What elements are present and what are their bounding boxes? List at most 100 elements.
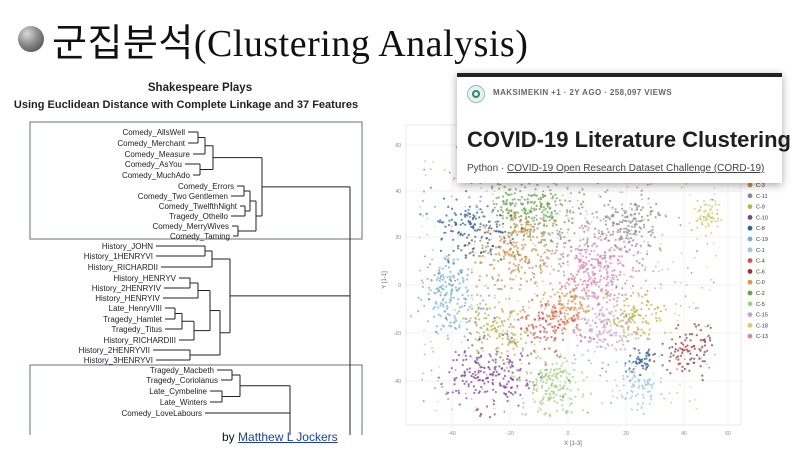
scatter-point — [573, 298, 576, 301]
scatter-point — [551, 325, 554, 329]
scatter-point — [609, 199, 612, 202]
card-competition-link[interactable]: COVID-19 Open Research Dataset Challenge… — [507, 163, 765, 174]
scatter-point — [605, 370, 607, 373]
scatter-point — [631, 284, 634, 288]
scatter-point — [589, 263, 592, 266]
scatter-point — [707, 334, 710, 337]
scatter-point — [507, 338, 509, 341]
scatter-point — [632, 360, 635, 363]
scatter-point — [477, 356, 481, 359]
scatter-point — [696, 200, 699, 202]
scatter-point — [492, 399, 496, 402]
scatter-point — [486, 327, 488, 329]
scatter-point — [557, 233, 560, 236]
scatter-point — [698, 217, 701, 220]
scatter-point — [467, 346, 470, 349]
credit-author-link[interactable]: Matthew L Jockers — [238, 430, 338, 444]
scatter-point — [653, 308, 656, 311]
scatter-point — [624, 282, 627, 285]
scatter-point — [585, 256, 588, 259]
scatter-point — [468, 205, 471, 208]
scatter-point — [640, 235, 643, 238]
scatter-point — [619, 238, 622, 241]
scatter-point — [487, 231, 490, 234]
scatter-point — [573, 278, 576, 281]
scatter-point — [559, 227, 562, 231]
scatter-point — [527, 228, 529, 231]
scatter-point — [474, 310, 478, 314]
scatter-point — [427, 292, 430, 295]
scatter-point — [432, 315, 436, 318]
scatter-point — [603, 256, 607, 259]
scatter-point — [553, 326, 556, 329]
scatter-point — [523, 207, 526, 210]
scatter-point — [657, 261, 659, 264]
scatter-point — [485, 317, 488, 320]
scatter-point — [490, 187, 494, 190]
scatter-point — [696, 250, 698, 253]
scatter-point — [435, 325, 438, 328]
scatter-point — [633, 375, 637, 378]
scatter-point — [578, 258, 581, 262]
scatter-point — [630, 333, 634, 336]
scatter-point — [688, 306, 691, 308]
scatter-point — [452, 179, 455, 182]
scatter-point — [579, 212, 582, 215]
scatter-point — [563, 312, 566, 315]
scatter-point — [633, 371, 636, 374]
scatter-point — [516, 313, 519, 316]
scatter-point — [451, 408, 453, 411]
scatter-point — [539, 337, 542, 340]
scatter-point — [498, 317, 501, 320]
scatter-point — [573, 232, 576, 235]
scatter-point — [445, 285, 448, 288]
scatter-point — [550, 265, 553, 268]
scatter-point — [573, 354, 576, 357]
scatter-point — [621, 312, 624, 315]
scatter-point — [596, 216, 599, 219]
scatter-point — [632, 254, 635, 257]
scatter-point — [528, 266, 531, 269]
scatter-point — [689, 386, 692, 388]
scatter-point — [637, 250, 640, 253]
scatter-point — [713, 187, 716, 189]
scatter-point — [444, 258, 447, 261]
scatter-xtick-label: -20 — [506, 431, 513, 437]
scatter-point — [485, 405, 489, 408]
scatter-point — [480, 235, 483, 238]
covid-notebook-card[interactable]: MAKSIMEKIN +1 · 2Y AGO · 258,097 VIEWS C… — [457, 73, 791, 183]
scatter-point — [529, 330, 532, 333]
scatter-point — [609, 320, 612, 323]
scatter-point — [559, 232, 561, 235]
scatter-ytick-label: 20 — [395, 235, 401, 241]
scatter-point — [512, 340, 515, 343]
scatter-point — [452, 261, 455, 264]
scatter-point — [646, 289, 649, 293]
scatter-point — [526, 372, 529, 375]
scatter-point — [618, 321, 621, 324]
scatter-point — [605, 278, 608, 281]
scatter-point — [495, 337, 498, 340]
legend-swatch — [747, 182, 753, 188]
scatter-point — [567, 299, 570, 302]
scatter-point — [544, 214, 548, 217]
scatter-point — [640, 308, 643, 311]
scatter-point — [691, 333, 694, 336]
scatter-point — [520, 328, 523, 331]
scatter-point — [572, 368, 576, 371]
scatter-point — [503, 369, 506, 372]
scatter-point — [599, 309, 602, 312]
scatter-point — [607, 216, 610, 219]
scatter-point — [609, 276, 612, 279]
scatter-point — [577, 270, 580, 273]
scatter-point — [676, 349, 680, 352]
scatter-point — [482, 299, 485, 302]
scatter-point — [546, 336, 549, 339]
scatter-point — [518, 253, 521, 256]
scatter-point — [449, 321, 452, 324]
scatter-point — [583, 336, 587, 339]
scatter-point — [585, 242, 589, 245]
card-title[interactable]: COVID-19 Literature Clustering — [467, 127, 791, 152]
scatter-point — [697, 210, 700, 213]
scatter-point — [601, 314, 604, 317]
